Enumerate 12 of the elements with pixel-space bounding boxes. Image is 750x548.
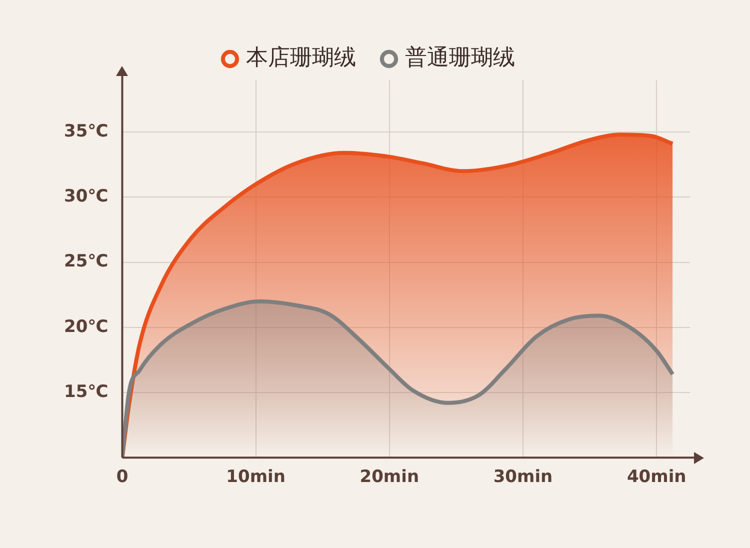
x-tick-label: 20min <box>360 467 420 488</box>
y-tick-label: 15℃ <box>64 382 108 402</box>
y-tick-label: 30℃ <box>64 186 108 207</box>
legend-label: 本店珊瑚绒 <box>246 46 356 71</box>
legend-label: 普通珊瑚绒 <box>405 46 515 71</box>
y-tick-label: 20℃ <box>64 316 108 337</box>
x-tick-label: 10min <box>226 467 286 488</box>
x-tick-label: 30min <box>493 467 553 488</box>
x-tick-label: 0 <box>116 467 128 488</box>
y-tick-label: 35℃ <box>64 122 108 142</box>
x-tick-label: 40min <box>626 467 686 488</box>
y-tick-label: 25℃ <box>64 252 108 272</box>
